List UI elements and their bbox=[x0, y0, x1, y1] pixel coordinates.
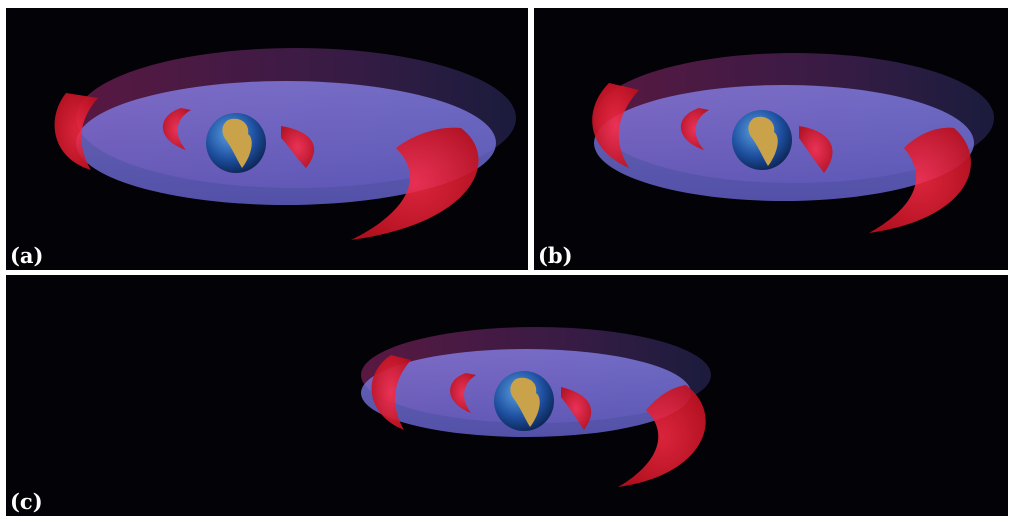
earth-globe bbox=[206, 113, 266, 173]
panel-label: (a) bbox=[10, 243, 44, 268]
panel-label: (b) bbox=[538, 243, 573, 268]
panel-b: (b) bbox=[534, 8, 1008, 270]
earth-globe bbox=[494, 371, 554, 431]
panel-a: (a) bbox=[6, 8, 528, 270]
radiation-belt-torus bbox=[54, 48, 516, 240]
panel-c: (c) bbox=[6, 275, 1008, 516]
radiation-belt-torus bbox=[592, 53, 994, 233]
panel-label: (c) bbox=[10, 489, 43, 514]
earth-globe bbox=[732, 110, 792, 170]
radiation-belt-torus bbox=[361, 327, 711, 487]
